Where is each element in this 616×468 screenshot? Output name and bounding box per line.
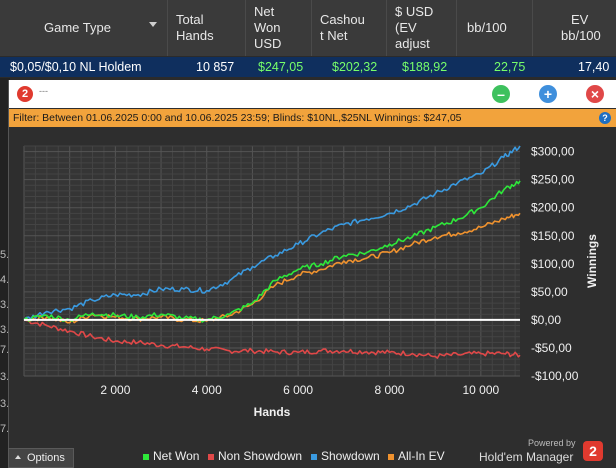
series-line-net-won	[23, 180, 521, 323]
left-strip-number: 3.	[0, 398, 10, 410]
legend-swatch	[143, 453, 149, 460]
popup-title: ---	[39, 86, 48, 96]
x-axis-label: Hands	[254, 405, 291, 419]
cell-game-type: $0,05/$0,10 NL Holdem	[10, 60, 142, 74]
left-strip-number: 3.	[0, 324, 10, 336]
popup-titlebar[interactable]: 2 --- – + ×	[9, 80, 616, 108]
filter-bar: Filter: Between 01.06.2025 0:00 and 10.0…	[9, 109, 616, 127]
series-line-showdown	[23, 145, 521, 321]
col-game-type[interactable]: Game Type	[0, 0, 168, 56]
legend-item-showdown: Showdown	[311, 449, 380, 463]
y-axis-label: Winnings	[585, 234, 599, 288]
hm2-logo-icon: 2	[17, 86, 33, 102]
hm2-brand-logo-icon: 2	[583, 441, 603, 461]
y-tick-label: $250,00	[531, 173, 575, 187]
left-strip-number: 7.	[0, 423, 10, 435]
plot-area	[24, 146, 520, 376]
legend-item-all-in-ev: All-In EV	[388, 449, 445, 463]
cell-ev-adjusted: $188,92	[402, 60, 448, 74]
chevron-up-icon	[15, 455, 21, 459]
x-tick-label: 2 000	[100, 383, 130, 397]
y-tick-label: $100,00	[531, 257, 575, 271]
cell-cashout-net: $202,32	[332, 60, 378, 74]
series-lines	[23, 145, 521, 359]
close-button[interactable]: ×	[586, 85, 604, 103]
left-strip-number: 3.	[0, 371, 10, 383]
left-strip-number: 3.	[0, 299, 10, 311]
col-ev-adjusted[interactable]: $ USD (EV adjust	[387, 0, 457, 56]
x-tick-label: 8 000	[374, 383, 404, 397]
x-tick-labels: 2 000 4 000 6 000 8 000 10 000	[100, 383, 499, 397]
legend-swatch	[208, 453, 214, 460]
minimize-button[interactable]: –	[492, 85, 510, 103]
table-row[interactable]: $0,05/$0,10 NL Holdem 10 857 $247,05 $20…	[0, 57, 616, 77]
col-bb100[interactable]: bb/100	[457, 0, 533, 56]
series-line-non-showdown	[23, 319, 521, 359]
x-tick-label: 4 000	[192, 383, 222, 397]
y-tick-label: $50,00	[531, 285, 568, 299]
legend-swatch	[311, 453, 317, 460]
cell-bb100: 22,75	[494, 60, 526, 74]
brand-name: Hold'em Manager	[479, 450, 574, 464]
x-tick-label: 6 000	[283, 383, 313, 397]
stats-table-header: Game Type Total Hands Net Won USD Cashou t N…	[0, 0, 616, 56]
y-tick-label: -$100,00	[531, 369, 579, 383]
left-strip-number: 7.	[0, 344, 10, 356]
x-tick-label: 10 000	[462, 383, 499, 397]
y-tick-label: $200,00	[531, 201, 575, 215]
options-button[interactable]: Options	[8, 448, 74, 468]
powered-by-text: Powered by	[528, 438, 576, 448]
y-tick-label: $0,00	[531, 313, 561, 327]
col-net-won[interactable]: Net Won USD	[246, 0, 312, 56]
left-strip-number: 4.	[0, 274, 10, 286]
col-cashout-net[interactable]: Cashou t Net	[312, 0, 387, 56]
chevron-down-icon[interactable]	[149, 22, 157, 27]
y-tick-label: $300,00	[531, 145, 575, 159]
y-tick-label: -$50,00	[531, 341, 572, 355]
maximize-button[interactable]: +	[539, 85, 557, 103]
filter-text: Filter: Between 01.06.2025 0:00 and 10.0…	[13, 112, 462, 124]
left-panel: 5. 4. 3. 3. 7. 3. 3. 7.	[0, 78, 10, 468]
y-tick-label: $150,00	[531, 229, 575, 243]
cell-total-hands: 10 857	[196, 60, 235, 74]
legend-item-net-won: Net Won	[143, 449, 199, 463]
cell-ev-bb100: 17,40	[578, 60, 610, 74]
col-total-hands[interactable]: Total Hands	[168, 0, 246, 56]
cell-net-won: $247,05	[258, 60, 304, 74]
help-icon[interactable]: ?	[599, 112, 611, 124]
legend-item-non-showdown: Non Showdown	[208, 449, 302, 463]
left-strip-number: 5.	[0, 249, 10, 261]
col-ev-bb100[interactable]: EV bb/100	[561, 12, 601, 43]
legend-swatch	[388, 453, 394, 460]
y-tick-labels: -$100,00 -$50,00 $0,00 $50,00 $100,00 $150,00…	[531, 145, 579, 383]
